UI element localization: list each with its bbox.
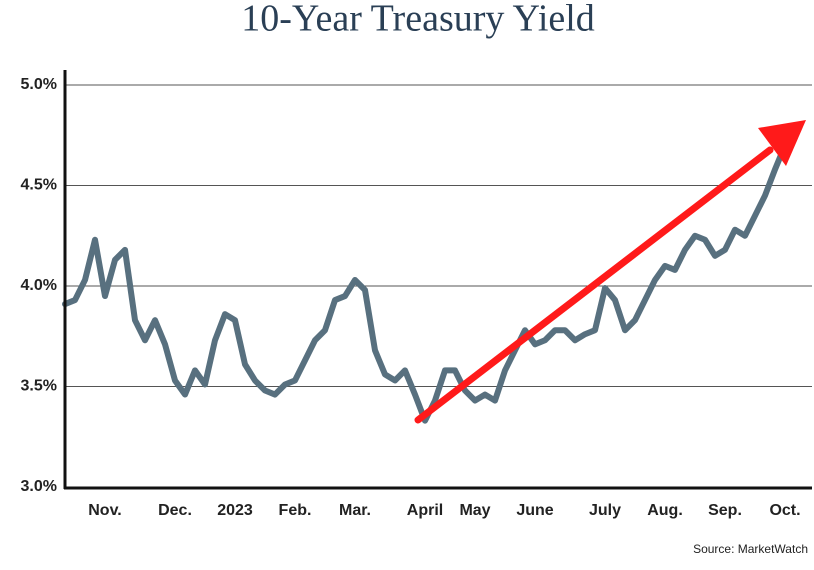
line-series [62,126,798,424]
x-tick-label: Aug. [647,502,683,519]
y-tick-label: 4.5% [21,177,57,194]
x-tick-label: Sep. [708,502,742,519]
plot [62,126,798,424]
x-tick-label: Oct. [769,502,800,519]
source-note: Source: MarketWatch [693,542,808,556]
x-tick-label: Mar. [339,502,371,519]
grid [65,84,812,488]
x-tick-label: July [589,502,621,519]
y-tick-label: 4.0% [21,277,57,294]
x-tick-label: June [516,502,553,519]
x-tick-label: 2023 [217,502,253,519]
x-tick-label: Dec. [158,502,192,519]
x-tick-label: Nov. [88,502,121,519]
y-tick-label: 3.0% [21,478,57,495]
arrow-head [758,120,806,166]
y-tick-label: 3.5% [21,378,57,395]
chart-title: 10-Year Treasury Yield [241,0,595,40]
trend-arrow [414,120,806,424]
x-tick-label: May [459,502,490,519]
x-tick-label: April [407,502,443,519]
y-tick-label: 5.0% [21,76,57,93]
x-tick-label: Feb. [279,502,312,519]
arrow-shaft [414,146,774,424]
